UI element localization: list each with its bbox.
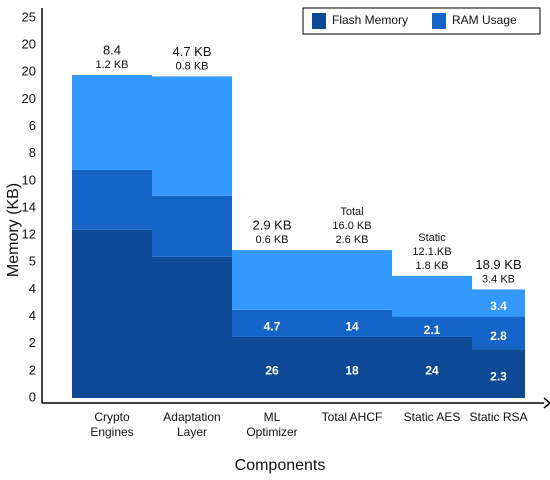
segment-label: 2.1: [424, 323, 441, 337]
x-tick-label: Crypto: [94, 410, 130, 424]
top-label: 12.1.KB: [412, 246, 451, 258]
bar-segment: [472, 349, 525, 398]
y-tick-label: 20: [22, 91, 36, 106]
bar-segment: [472, 316, 525, 350]
bar-segment: [312, 336, 392, 398]
y-tick-label: 4: [29, 281, 36, 296]
x-tick-label: Optimizer: [246, 425, 297, 439]
y-tick-label: 2: [29, 362, 36, 377]
top-label: Total: [340, 206, 363, 218]
y-tick-label: 0: [29, 389, 36, 404]
y-tick-label: 25: [22, 9, 36, 24]
bar-segment: [72, 75, 152, 170]
segment-label: 3.4: [490, 299, 507, 313]
top-label: 4.7 KB: [172, 44, 211, 59]
bar-segment: [152, 76, 232, 196]
top-label: 18.9 KB: [475, 257, 521, 272]
top-label: 1.8 KB: [415, 260, 448, 272]
bar-segment: [312, 309, 392, 337]
y-tick-label: 10: [22, 172, 36, 187]
y-tick-label: 6: [29, 118, 36, 133]
bar-segment: [392, 336, 472, 398]
top-label: 2.9 KB: [252, 218, 291, 233]
legend: [302, 7, 541, 35]
bar-segment: [392, 316, 472, 337]
segment-label: 26: [265, 364, 279, 378]
bar-segment: [232, 336, 312, 398]
top-label: 8.4: [103, 42, 121, 57]
y-tick-label: 4: [29, 308, 36, 323]
x-tick-label: Adaptation: [163, 410, 220, 424]
segment-label: 14: [345, 320, 359, 334]
bar-segment: [472, 289, 525, 317]
bar-segment: [392, 275, 472, 317]
legend-swatch: [312, 13, 326, 29]
bar-segment: [152, 256, 232, 398]
y-tick-label: 2: [29, 335, 36, 350]
top-label: 0.6 KB: [255, 234, 288, 246]
x-tick-label: Static AES: [404, 410, 461, 424]
segment-label: 24: [425, 364, 439, 378]
top-label: 2.6 KB: [335, 234, 368, 246]
bar-segment: [72, 170, 152, 230]
y-tick-label: 5: [29, 254, 36, 269]
top-label: 16.0 KB: [332, 220, 371, 232]
x-tick-label: Static RSA: [469, 410, 527, 424]
y-tick-label: 8: [29, 145, 36, 160]
segment-label: 2.8: [490, 329, 507, 343]
legend-label: Flash Memory: [332, 13, 408, 27]
x-tick-label: Layer: [177, 425, 207, 439]
y-tick-label: 20: [22, 37, 36, 52]
bar-segment: [72, 229, 152, 398]
top-label: 3.4 KB: [482, 273, 515, 285]
x-tick-label: Total AHCF: [322, 410, 383, 424]
x-axis-arrow: [543, 397, 550, 409]
y-tick-label: 20: [22, 64, 36, 79]
top-label: 0.8 KB: [175, 60, 208, 72]
x-tick-label: Engines: [90, 425, 133, 439]
segment-label: 18: [345, 364, 359, 378]
y-tick-label: 14: [22, 199, 36, 214]
legend-swatch: [432, 13, 446, 29]
bar-segment: [232, 309, 312, 337]
y-axis-title: Memory (KB): [5, 183, 22, 277]
top-label: Static: [418, 232, 446, 244]
top-label: 1.2 KB: [95, 59, 128, 71]
segment-label: 4.7: [264, 320, 281, 334]
segment-label: 2.3: [490, 370, 507, 384]
y-tick-label: 12: [22, 227, 36, 242]
legend-label: RAM Usage: [452, 13, 517, 27]
bar-segment: [152, 195, 232, 257]
x-tick-label: ML: [264, 410, 281, 424]
bar-segment: [312, 250, 392, 310]
bar-segment: [232, 250, 312, 310]
x-axis-title: Components: [235, 457, 326, 474]
